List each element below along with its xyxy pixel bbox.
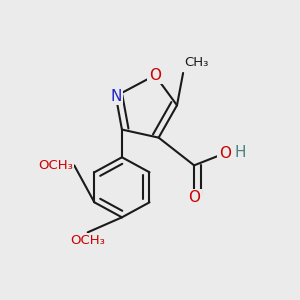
Text: O: O <box>188 190 200 205</box>
Text: N: N <box>110 88 122 104</box>
Text: H: H <box>235 145 246 160</box>
Text: CH₃: CH₃ <box>184 56 209 70</box>
Text: O: O <box>219 146 231 161</box>
Text: OCH₃: OCH₃ <box>70 233 105 247</box>
Text: OCH₃: OCH₃ <box>38 159 73 172</box>
Text: O: O <box>149 68 161 83</box>
